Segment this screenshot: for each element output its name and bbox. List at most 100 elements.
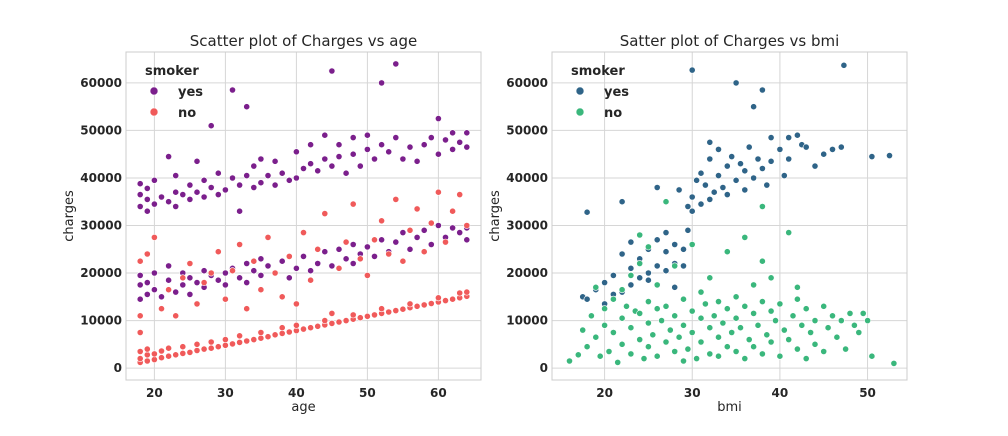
y-tick-label: 40000 xyxy=(80,171,122,185)
data-point-yes xyxy=(750,174,757,182)
data-point-yes xyxy=(706,138,714,146)
data-point-yes xyxy=(207,184,215,191)
data-point-no xyxy=(741,233,749,241)
data-point-no xyxy=(172,351,180,359)
data-point-no xyxy=(671,312,679,320)
data-point-no xyxy=(776,352,784,360)
data-point-yes xyxy=(243,103,251,111)
data-point-no xyxy=(715,352,722,360)
data-point-yes xyxy=(257,255,265,263)
data-point-no xyxy=(143,351,151,359)
data-point-no xyxy=(785,229,793,236)
data-point-yes xyxy=(886,152,893,159)
data-point-yes xyxy=(271,157,279,165)
data-point-no xyxy=(349,200,357,208)
data-point-yes xyxy=(702,181,709,189)
data-point-no xyxy=(666,326,674,334)
data-point-no xyxy=(688,329,696,336)
data-point-yes xyxy=(715,172,722,179)
data-point-no xyxy=(745,336,753,343)
data-point-no xyxy=(864,317,871,324)
data-point-yes xyxy=(271,181,279,189)
data-point-no xyxy=(342,238,350,246)
data-point-no xyxy=(165,344,172,352)
data-point-yes xyxy=(745,143,753,151)
data-point-yes xyxy=(662,248,670,256)
data-point-no xyxy=(653,281,661,289)
data-point-no xyxy=(328,309,336,317)
data-point-yes xyxy=(723,162,731,170)
data-point-yes xyxy=(250,162,258,170)
data-point-no xyxy=(456,191,464,198)
data-point-no xyxy=(715,298,722,305)
data-point-no xyxy=(658,317,665,324)
data-point-no xyxy=(588,312,595,320)
data-point-yes xyxy=(767,157,775,165)
data-point-yes xyxy=(719,184,727,191)
data-point-yes xyxy=(829,145,836,153)
data-point-yes xyxy=(243,260,251,267)
data-point-no xyxy=(172,312,180,320)
data-point-no xyxy=(645,343,652,351)
data-point-no xyxy=(221,336,229,343)
x-tick-label: 30 xyxy=(684,386,701,400)
data-point-no xyxy=(636,336,644,343)
data-point-no xyxy=(456,289,464,297)
data-point-yes xyxy=(257,179,265,187)
data-point-no xyxy=(706,350,714,358)
data-point-no xyxy=(780,326,788,334)
data-point-yes xyxy=(427,241,435,248)
data-point-yes xyxy=(671,241,679,248)
data-point-yes xyxy=(172,188,180,196)
chart-title: Scatter plot of Charges vs age xyxy=(190,32,417,50)
data-point-yes xyxy=(684,226,692,234)
data-point-yes xyxy=(193,279,201,286)
data-point-no xyxy=(257,286,265,294)
data-point-no xyxy=(649,331,657,339)
data-point-no xyxy=(385,250,393,258)
data-point-yes xyxy=(449,224,456,232)
data-point-no xyxy=(342,317,350,324)
data-point-yes xyxy=(413,157,421,165)
data-point-no xyxy=(763,331,771,339)
data-point-no xyxy=(719,319,727,327)
data-point-no xyxy=(221,295,229,303)
data-point-yes xyxy=(349,260,357,267)
data-point-no xyxy=(820,348,828,355)
data-point-no xyxy=(618,314,626,322)
data-point-no xyxy=(680,295,687,303)
data-point-no xyxy=(596,352,604,360)
data-point-yes xyxy=(307,267,314,275)
data-point-yes xyxy=(420,141,428,149)
data-point-no xyxy=(846,309,854,317)
data-point-no xyxy=(449,295,456,303)
plot-frame xyxy=(551,51,908,381)
plot-frame xyxy=(125,51,482,381)
data-point-yes xyxy=(776,145,784,153)
legend-label-no: no xyxy=(604,106,622,121)
data-point-yes xyxy=(684,203,692,210)
data-point-yes xyxy=(214,191,222,198)
data-point-no xyxy=(833,333,841,341)
data-point-no xyxy=(406,226,414,234)
data-point-no xyxy=(723,343,731,351)
data-point-no xyxy=(706,324,714,332)
data-point-yes xyxy=(363,131,371,139)
data-point-yes xyxy=(653,236,661,244)
data-point-no xyxy=(767,274,775,282)
legend-marker-no xyxy=(149,107,159,117)
data-point-no xyxy=(798,321,806,329)
data-point-yes xyxy=(385,148,393,156)
data-point-no xyxy=(697,314,705,322)
data-point-no xyxy=(207,344,215,352)
data-point-yes xyxy=(356,162,364,170)
data-point-yes xyxy=(741,186,749,194)
data-point-yes xyxy=(236,274,243,282)
data-point-no xyxy=(636,260,644,267)
data-point-yes xyxy=(143,207,151,215)
data-point-no xyxy=(653,352,661,360)
data-point-no xyxy=(186,260,194,267)
data-point-yes xyxy=(328,262,336,270)
legend-marker-no xyxy=(575,107,585,117)
data-point-yes xyxy=(583,208,591,216)
